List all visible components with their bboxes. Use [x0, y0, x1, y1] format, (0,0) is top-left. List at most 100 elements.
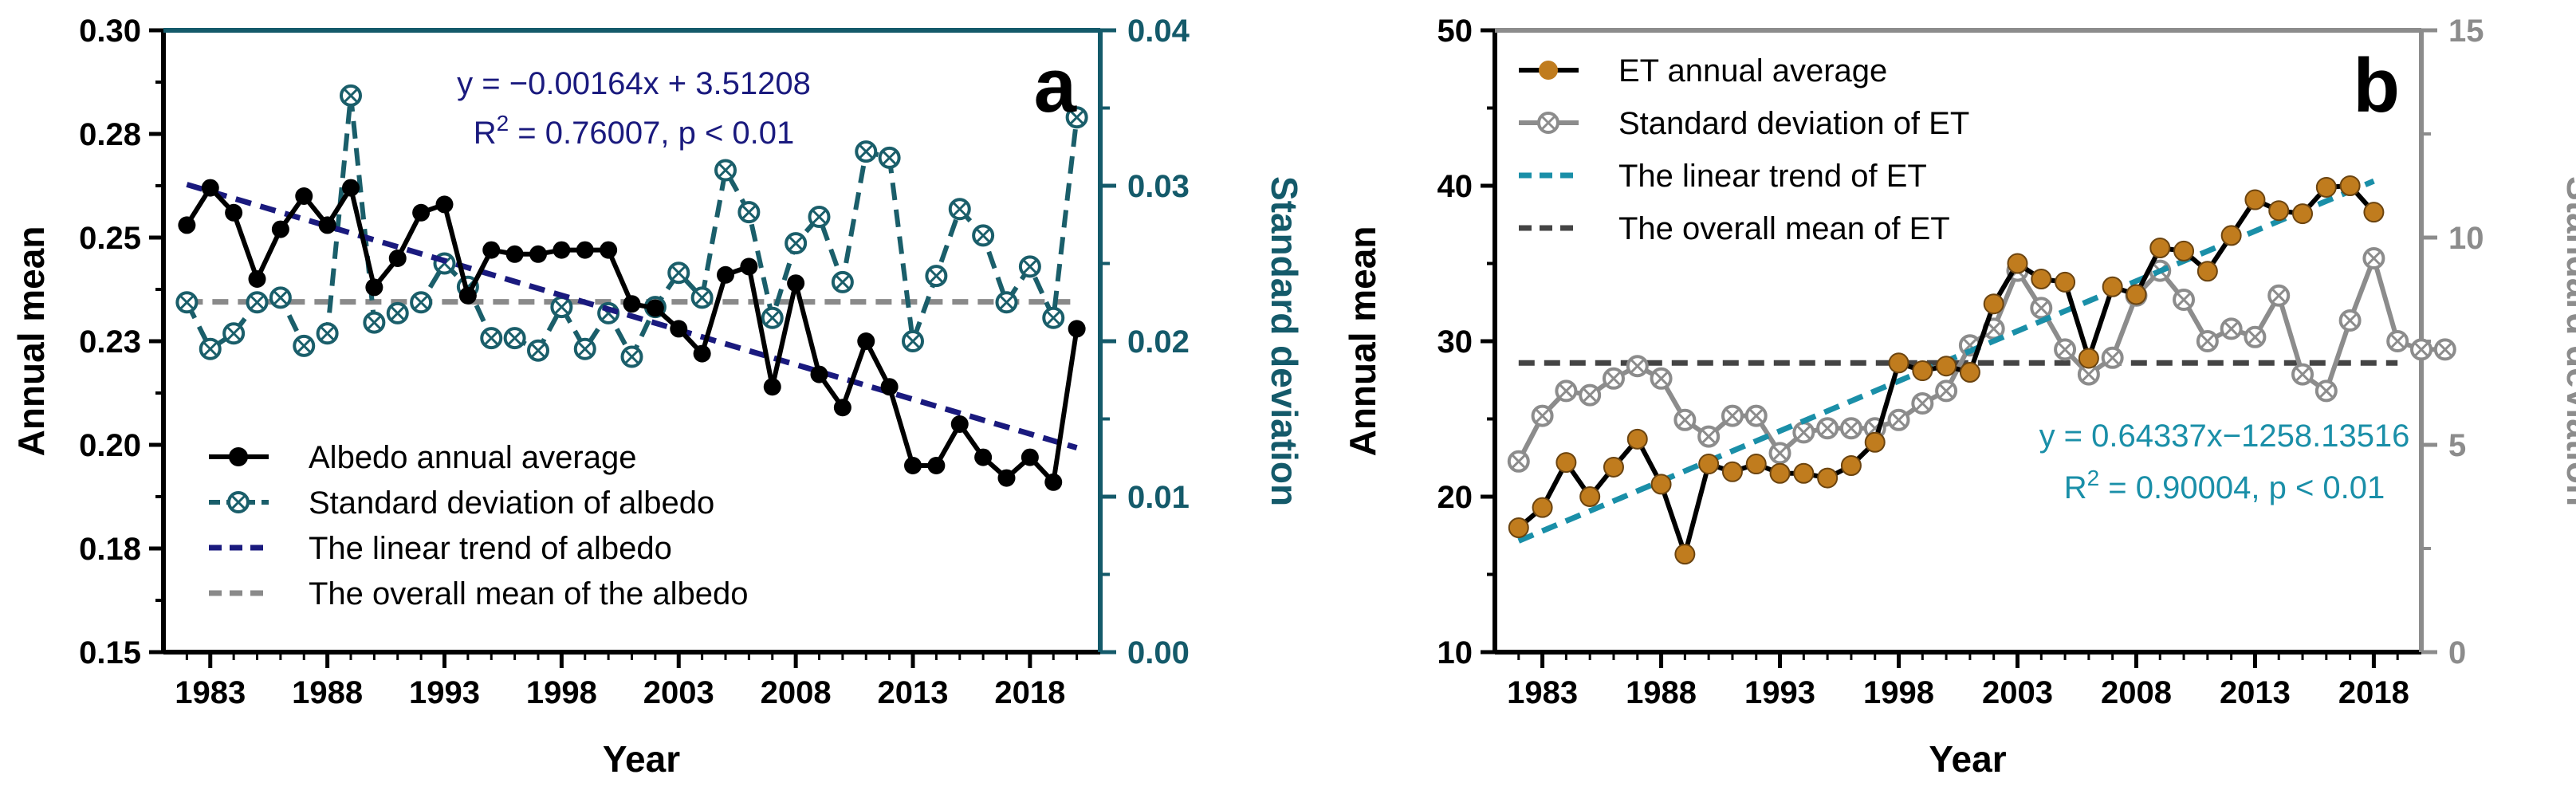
std-point [902, 330, 924, 352]
y-tick-label: 0.15 [79, 635, 141, 670]
std-point [199, 337, 222, 360]
legend-label: The linear trend of ET [1618, 159, 1927, 194]
std-marker-cross [577, 341, 592, 356]
avg-point [505, 245, 524, 263]
std-point [2101, 346, 2124, 369]
y2-tick-label: 10 [2448, 221, 2484, 256]
y2-tick-label: 0.04 [1127, 14, 1190, 49]
std-marker-cross [554, 300, 569, 315]
std-point [1744, 404, 1768, 427]
std-marker-cross [1022, 259, 1037, 274]
avg-point [693, 344, 711, 363]
avg-point [1721, 461, 1743, 482]
std-point [316, 322, 339, 345]
y-tick-label: 40 [1437, 169, 1473, 204]
x-tick-label: 2013 [878, 675, 949, 710]
std-point [1839, 417, 1862, 440]
std-point [1816, 417, 1839, 440]
x-axis-title: Year [1929, 738, 2006, 780]
avg-point [2268, 200, 2290, 222]
y-tick-label: 0.18 [79, 532, 141, 567]
avg-point [412, 203, 431, 222]
avg-point [717, 265, 734, 284]
std-marker-cross [1986, 321, 2001, 336]
std-marker-cross [273, 290, 288, 305]
x-tick-label: 1988 [1626, 675, 1697, 710]
std-marker-cross [203, 341, 218, 356]
panel-a: 0.15 0.18 0.20 0.23 0.25 0.28 0.30 0.00 0.01 0.02… [10, 14, 1305, 780]
std-marker-cross [882, 150, 897, 165]
avg-point [2173, 240, 2195, 261]
avg-point [2007, 253, 2028, 274]
r2-superscript: 2 [497, 111, 509, 136]
std-point [340, 84, 362, 107]
avg-point [482, 241, 501, 259]
std-marker-cross [1772, 446, 1787, 461]
std-point [972, 224, 995, 247]
avg-point [623, 295, 641, 313]
legend-swatch-marker [1539, 61, 1558, 80]
std-marker-cross [952, 202, 967, 217]
avg-point [646, 299, 664, 317]
avg-point [342, 179, 360, 197]
x-axis-title: Year [603, 738, 680, 780]
std-marker-cross [671, 265, 686, 281]
legend-item: The linear trend of ET [1519, 159, 1927, 194]
std-point [714, 159, 737, 182]
std-point [2314, 379, 2338, 403]
avg-point [1983, 293, 2004, 315]
avg-point [2055, 271, 2076, 293]
x-tick-label: 2013 [2220, 675, 2291, 710]
x-tick-label: 2008 [2101, 675, 2172, 710]
std-marker-cross [976, 228, 991, 243]
std-marker-cross [1046, 310, 1061, 325]
std-marker-cross [1843, 421, 1858, 436]
std-point [1065, 106, 1088, 129]
r2-text: R2 = 0.90004, p < 0.01 [2064, 466, 2385, 505]
avg-point [1508, 517, 1529, 538]
avg-point [2031, 269, 2052, 289]
y-tick-label: 0.23 [79, 324, 141, 360]
std-point [246, 291, 269, 314]
legend-label: Standard deviation of ET [1618, 106, 1969, 141]
equation-text: y = 0.64337x−1258.13516 [2039, 419, 2410, 454]
std-point [2220, 317, 2243, 340]
y2-tick-label: 0.01 [1127, 480, 1190, 515]
y2-tick-label: 0.03 [1127, 169, 1190, 204]
avg-point [435, 195, 454, 214]
std-marker-cross [2058, 342, 2073, 357]
avg-point [576, 241, 594, 259]
std-marker-cross [2200, 333, 2215, 349]
std-marker-cross [1630, 359, 1645, 374]
std-point [2054, 338, 2077, 361]
std-marker-cross [367, 315, 382, 330]
std-point [1650, 367, 1673, 390]
avg-point [2292, 203, 2314, 225]
std-point [1935, 379, 1958, 403]
avg-point [740, 258, 758, 276]
std-point [831, 270, 854, 293]
std-marker-cross [507, 331, 522, 346]
avg-point [1650, 474, 1672, 495]
std-marker-cross [905, 333, 921, 349]
avg-point [1626, 428, 1648, 450]
std-marker-cross [859, 144, 874, 159]
y2-tick-label: 0.00 [1127, 635, 1190, 670]
std-point [1555, 379, 1578, 403]
y-tick-label: 0.28 [79, 117, 141, 152]
std-marker-cross [2034, 301, 2049, 316]
avg-point [974, 448, 993, 466]
y-axis-title: Annual mean [1342, 226, 1383, 457]
y2-tick-label: 0.02 [1127, 324, 1190, 360]
std-marker-cross [1725, 408, 1740, 423]
std-point [1507, 450, 1530, 473]
std-point [855, 140, 878, 163]
avg-point [904, 457, 922, 474]
std-marker-cross [2437, 342, 2452, 357]
legend-item: Standard deviation of albedo [209, 486, 714, 521]
avg-point [1068, 320, 1086, 338]
x-tick-label: 2003 [643, 675, 714, 710]
std-point [2338, 309, 2362, 332]
std-marker-cross [2413, 342, 2429, 357]
std-marker-cross [1559, 383, 1574, 399]
